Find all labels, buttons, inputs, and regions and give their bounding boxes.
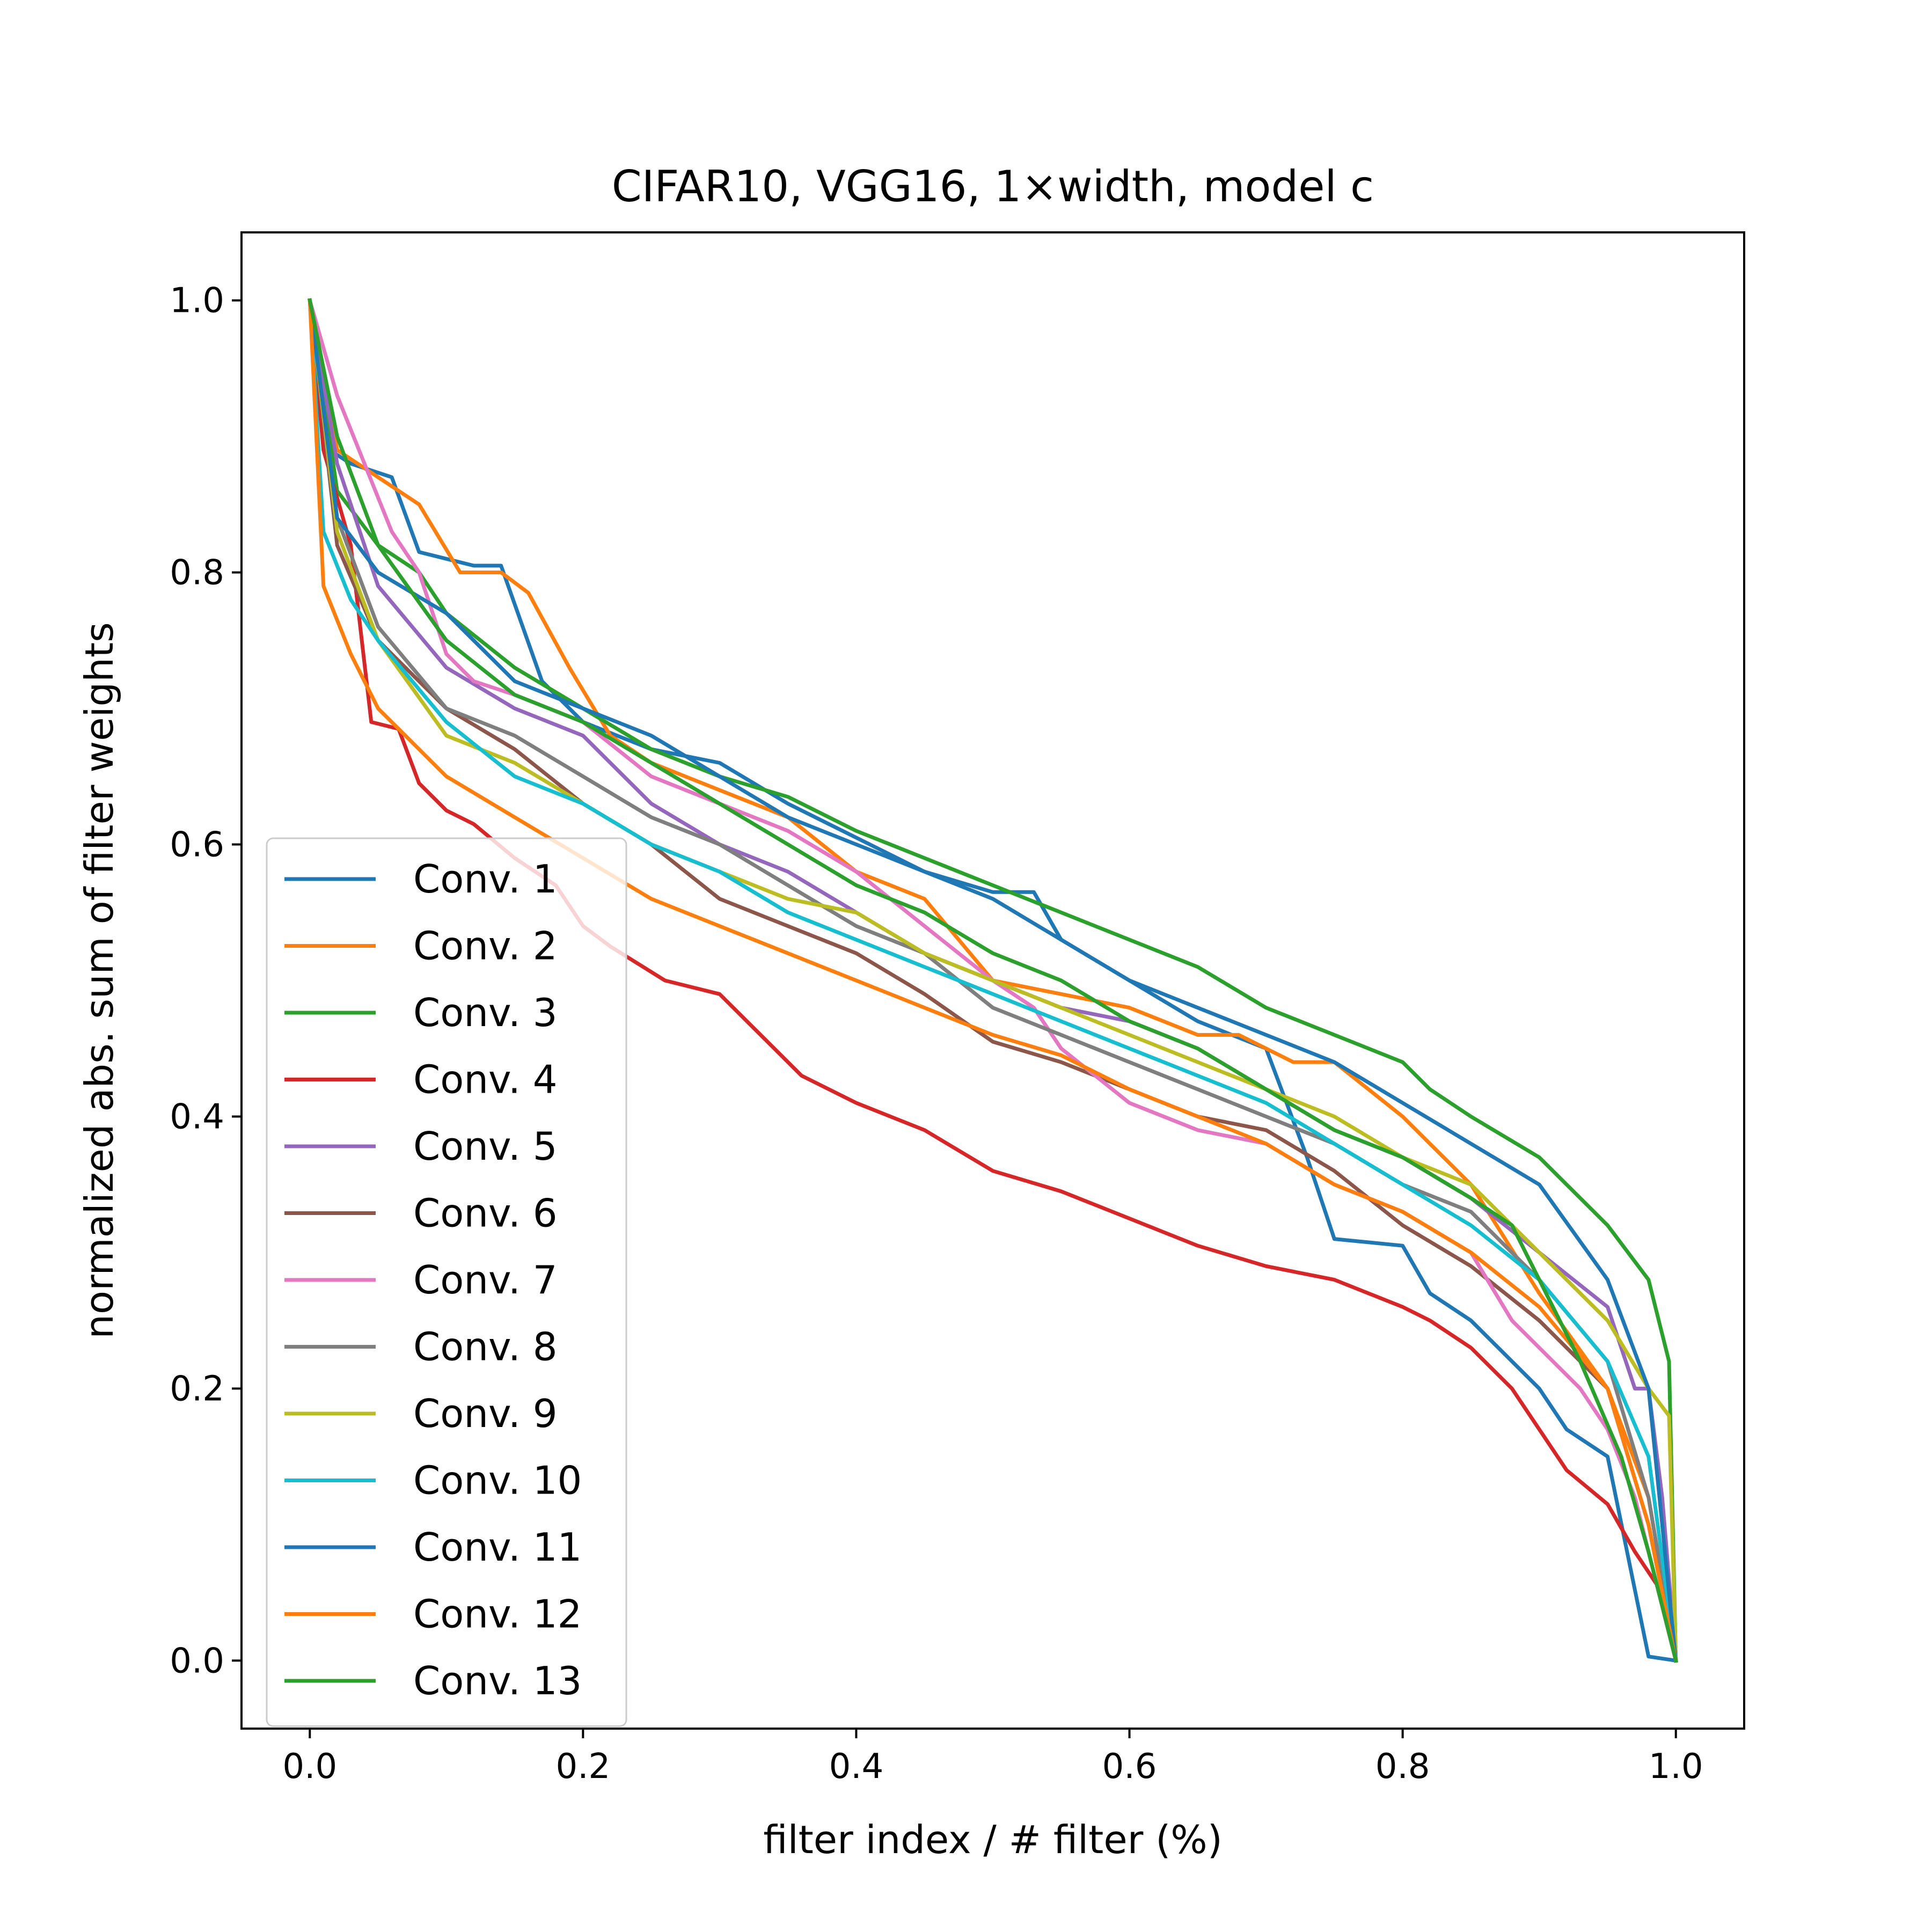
legend-label: Conv. 4 xyxy=(413,1057,558,1102)
series-line-conv-11 xyxy=(308,298,1678,1663)
series-line-conv-2 xyxy=(308,298,1678,1663)
legend-label: Conv. 9 xyxy=(413,1391,558,1436)
x-tick-label: 0.4 xyxy=(829,1747,884,1787)
legend-box xyxy=(266,837,627,1727)
x-tick-label: 0.6 xyxy=(1102,1747,1157,1787)
legend-label: Conv. 1 xyxy=(413,857,558,902)
legend-label: Conv. 6 xyxy=(413,1191,558,1236)
legend-label: Conv. 13 xyxy=(413,1658,582,1703)
y-tick-label: 0.0 xyxy=(170,1641,224,1681)
y-axis-label: normalized abs. sum of filter weights xyxy=(77,622,122,1338)
legend-label: Conv. 11 xyxy=(413,1525,582,1570)
axes-frame xyxy=(240,231,1745,1730)
series-line-conv-9 xyxy=(308,298,1678,1663)
chart-title: CIFAR10, VGG16, 1×width, model c xyxy=(612,162,1374,211)
legend-label: Conv. 10 xyxy=(413,1458,582,1503)
legend-label: Conv. 7 xyxy=(413,1257,558,1302)
legend-label: Conv. 2 xyxy=(413,924,558,969)
legend: Conv. 1 Conv. 2 Conv. 3 Conv. 4 Conv. 5 Conv.… xyxy=(266,837,627,1727)
y-axis-ticks: 0.0 0.2 0.4 0.6 0.8 1.0 xyxy=(170,281,241,1681)
series-line-conv-6 xyxy=(308,298,1678,1663)
legend-label: Conv. 3 xyxy=(413,990,558,1035)
y-tick-label: 1.0 xyxy=(170,281,224,321)
series-line-conv-7 xyxy=(307,298,1678,1663)
series-line-conv-8 xyxy=(308,298,1678,1663)
x-axis-label: filter index / # filter (%) xyxy=(763,1817,1223,1862)
y-tick-label: 0.6 xyxy=(170,825,224,865)
y-tick-label: 0.2 xyxy=(170,1369,224,1409)
legend-label: Conv. 8 xyxy=(413,1324,558,1370)
x-tick-label: 0.2 xyxy=(555,1747,610,1787)
x-tick-label: 0.0 xyxy=(282,1747,337,1787)
series-layer xyxy=(307,298,1678,1663)
series-line-conv-10 xyxy=(308,298,1678,1663)
x-axis-ticks: 0.0 0.2 0.4 0.6 0.8 1.0 xyxy=(282,1729,1703,1787)
x-tick-label: 1.0 xyxy=(1649,1747,1703,1787)
y-tick-label: 0.8 xyxy=(170,553,224,593)
series-line-conv-12 xyxy=(308,298,1678,1663)
series-line-conv-4 xyxy=(308,298,1678,1663)
x-tick-label: 0.8 xyxy=(1375,1747,1430,1787)
y-tick-label: 0.4 xyxy=(170,1097,224,1137)
series-line-conv-13 xyxy=(308,298,1678,1663)
legend-label: Conv. 5 xyxy=(413,1124,558,1169)
plot-area xyxy=(240,231,1745,1730)
legend-label: Conv. 12 xyxy=(413,1592,582,1637)
